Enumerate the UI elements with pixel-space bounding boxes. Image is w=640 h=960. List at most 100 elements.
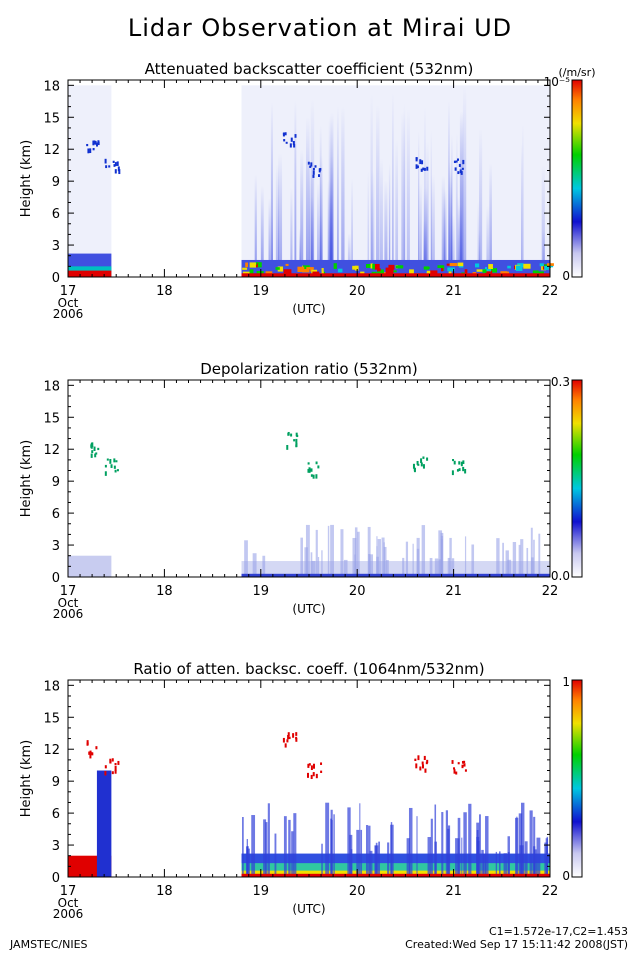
streak: [533, 539, 535, 577]
speckle: [366, 263, 374, 268]
speckle: [312, 271, 320, 275]
streak: [408, 807, 413, 877]
x-tick-label: 19: [253, 884, 270, 899]
streak: [416, 816, 418, 877]
x-tick-label: 18: [156, 284, 173, 299]
cloud-pixel: [426, 759, 429, 764]
cloud-pixel: [113, 465, 116, 469]
cloud-pixel: [116, 161, 119, 166]
cloud-pixel: [417, 755, 420, 761]
streak: [291, 831, 294, 877]
y-tick-label: 18: [43, 679, 60, 694]
cloud-pixel: [312, 174, 315, 178]
streak: [478, 229, 481, 277]
panel-title: Ratio of atten. backsc. coeff. (1064nm/5…: [133, 660, 484, 678]
streak: [542, 229, 545, 277]
streak: [376, 546, 378, 577]
cloud-pixel: [292, 140, 295, 145]
streak: [321, 843, 323, 877]
x-tick-label: 21: [445, 584, 462, 599]
cloud-pixel: [114, 769, 117, 774]
streak: [246, 846, 249, 877]
cloud-pixel: [111, 758, 114, 762]
streak: [405, 541, 409, 577]
speckle: [544, 265, 549, 270]
streak: [485, 816, 489, 877]
cloud-pixel: [106, 458, 109, 461]
cloud-pixel: [312, 772, 315, 777]
streak: [244, 540, 248, 577]
cloud-pixel: [312, 167, 315, 171]
streak: [321, 550, 323, 577]
y-tick-label: 6: [52, 807, 60, 822]
streak: [299, 228, 301, 277]
cloud-pixel: [420, 168, 423, 172]
streak: [507, 852, 510, 877]
x-tick-label: 22: [542, 584, 559, 599]
streak: [449, 537, 452, 577]
y-tick-label: 9: [52, 775, 60, 790]
cloud-pixel: [89, 148, 92, 154]
panel-title: Attenuated backscatter coefficient (532n…: [145, 60, 474, 78]
streak: [401, 111, 405, 277]
cloud-pixel: [415, 157, 418, 162]
y-tick-label: 12: [43, 143, 60, 158]
streak: [434, 558, 439, 577]
streak: [288, 819, 291, 877]
streak: [341, 106, 345, 277]
streak: [507, 559, 512, 577]
cloud-pixel: [92, 147, 95, 151]
cloud-pixel: [464, 468, 467, 474]
cloud-pixel: [310, 468, 313, 472]
cloud-pixel: [290, 137, 293, 142]
speckle: [532, 270, 539, 275]
streak: [451, 558, 455, 577]
speckle: [254, 262, 262, 268]
speckle: [352, 265, 358, 270]
speckle: [255, 263, 258, 268]
streak: [457, 196, 460, 277]
cloud-pixel: [312, 170, 315, 175]
panel-2: Depolarization ratio (532nm) 0 3 6 9 12 15 18 17…: [19, 360, 583, 621]
cloud-pixel: [290, 433, 293, 437]
cloud-pixel: [422, 167, 425, 171]
streak: [434, 804, 437, 877]
streak: [354, 554, 356, 577]
cloud-pixel: [111, 771, 114, 775]
streak: [536, 837, 541, 877]
streak: [260, 185, 264, 277]
cloud-pixel: [117, 166, 120, 172]
x-year-label: 2006: [53, 607, 84, 621]
cloud-pixel: [422, 464, 425, 469]
cloud-pixel: [315, 461, 318, 465]
streak: [441, 174, 446, 277]
y-axis-label: Height (km): [19, 440, 34, 517]
cloud-pixel: [461, 764, 464, 769]
cloud-pixel: [282, 132, 285, 135]
y-axis-label: Height (km): [19, 140, 34, 217]
cloud-pixel: [91, 450, 94, 454]
streak: [483, 853, 487, 877]
speckle: [242, 267, 248, 270]
streak: [317, 182, 320, 277]
y-tick-label: 15: [43, 411, 60, 426]
surface: [241, 573, 550, 577]
streak: [367, 170, 369, 277]
streak: [251, 815, 256, 877]
streak: [305, 524, 310, 577]
x-tick-label: 17: [60, 884, 77, 899]
cloud-pixel: [455, 160, 458, 163]
speckle: [275, 267, 280, 270]
cloud-pixel: [454, 167, 457, 171]
speckle: [441, 267, 444, 272]
speckle: [377, 269, 384, 276]
cloud-pixel: [104, 464, 107, 468]
streak: [343, 559, 348, 577]
cloud-pixel: [308, 467, 311, 472]
y-tick-label: 9: [52, 175, 60, 190]
cloud-pixel: [317, 174, 320, 177]
cloud-pixel: [87, 148, 90, 154]
cloud-pixel: [90, 453, 93, 458]
cloud-pixel: [414, 758, 417, 762]
streak: [283, 816, 287, 877]
